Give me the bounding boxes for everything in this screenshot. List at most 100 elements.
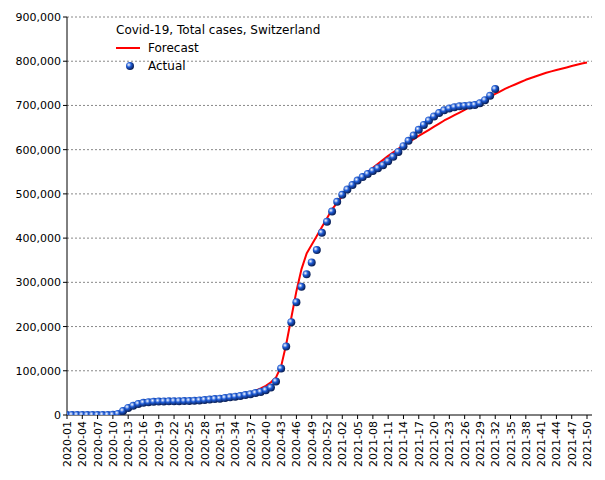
x-tick — [128, 415, 129, 419]
x-tick-label: 2020-28 — [199, 421, 212, 467]
x-tick — [281, 415, 282, 419]
legend-marker — [126, 62, 134, 70]
x-tick-label: 2020-49 — [306, 421, 319, 467]
actual-point — [282, 342, 290, 350]
grid-line — [67, 193, 592, 194]
x-tick-label: 2021-17 — [413, 421, 426, 467]
x-tick — [67, 415, 68, 419]
y-tick — [63, 415, 67, 416]
x-tick — [464, 415, 465, 419]
actual-point — [277, 365, 285, 373]
x-tick — [189, 415, 190, 419]
grid-line — [67, 326, 592, 327]
y-axis — [67, 17, 68, 415]
x-tick-label: 2020-22 — [168, 421, 181, 467]
x-tick — [97, 415, 98, 419]
y-tick — [63, 61, 67, 62]
legend: Covid-19, Total cases, SwitzerlandForeca… — [116, 23, 320, 73]
x-tick — [541, 415, 542, 419]
x-tick-label: 2021-50 — [581, 421, 594, 467]
x-tick-label: 2020-13 — [122, 421, 135, 467]
x-tick-label: 2020-25 — [183, 421, 196, 467]
y-tick-label: 0 — [54, 409, 61, 422]
grid-line — [67, 17, 592, 18]
x-tick — [82, 415, 83, 419]
actual-point — [318, 229, 326, 237]
x-tick — [265, 415, 266, 419]
x-tick — [158, 415, 159, 419]
x-tick-label: 2021-29 — [474, 421, 487, 467]
y-tick — [63, 149, 67, 150]
x-tick-label: 2020-16 — [137, 421, 150, 467]
x-axis — [67, 415, 592, 416]
actual-point — [292, 298, 300, 306]
x-tick — [587, 415, 588, 419]
x-tick-label: 2021-11 — [382, 421, 395, 467]
actual-point — [491, 85, 499, 93]
x-tick — [235, 415, 236, 419]
x-tick-label: 2021-20 — [428, 421, 441, 467]
x-tick-label: 2021-23 — [443, 421, 456, 467]
x-tick-label: 2021-44 — [550, 421, 563, 467]
x-tick-label: 2021-41 — [535, 421, 548, 467]
actual-point — [486, 92, 494, 100]
x-tick — [403, 415, 404, 419]
x-tick-label: 2020-04 — [76, 421, 89, 467]
y-tick-label: 100,000 — [16, 365, 62, 378]
x-tick — [571, 415, 572, 419]
actual-point — [272, 377, 280, 385]
y-tick-label: 500,000 — [16, 188, 62, 201]
plot-area — [67, 63, 587, 415]
y-tick-label: 400,000 — [16, 232, 62, 245]
y-tick — [63, 238, 67, 239]
actual-point — [333, 198, 341, 206]
legend-label: Actual — [148, 59, 186, 73]
actual-point — [313, 246, 321, 254]
x-tick-label: 2020-40 — [260, 421, 273, 467]
x-tick — [204, 415, 205, 419]
grid-line — [67, 282, 592, 283]
x-tick-label: 2021-26 — [459, 421, 472, 467]
x-tick — [143, 415, 144, 419]
x-tick-label: 2021-08 — [367, 421, 380, 467]
y-tick — [63, 282, 67, 283]
x-tick — [311, 415, 312, 419]
actual-point — [267, 384, 275, 392]
grid-line — [67, 370, 592, 371]
grid-line — [67, 105, 592, 106]
x-tick — [296, 415, 297, 419]
x-tick-label: 2020-34 — [229, 421, 242, 467]
x-tick — [219, 415, 220, 419]
x-tick-label: 2021-02 — [336, 421, 349, 467]
actual-point — [328, 208, 336, 216]
legend-line — [116, 47, 140, 49]
x-tick-label: 2020-10 — [107, 421, 120, 467]
x-tick-label: 2021-47 — [566, 421, 579, 467]
y-tick — [63, 17, 67, 18]
y-tick-label: 300,000 — [16, 276, 62, 289]
actual-point — [308, 258, 316, 266]
x-tick-label: 2020-43 — [275, 421, 288, 467]
x-tick — [372, 415, 373, 419]
x-tick-label: 2020-46 — [290, 421, 303, 467]
x-tick — [418, 415, 419, 419]
x-tick-label: 2021-35 — [505, 421, 518, 467]
actual-point — [287, 318, 295, 326]
grid-line — [67, 149, 592, 150]
x-tick — [357, 415, 358, 419]
actual-point — [323, 218, 331, 226]
grid-line — [67, 61, 592, 62]
x-tick — [525, 415, 526, 419]
legend-label: Forecast — [148, 41, 199, 55]
grid-line — [67, 238, 592, 239]
actual-point — [303, 270, 311, 278]
x-tick-label: 2020-37 — [245, 421, 258, 467]
y-tick — [63, 193, 67, 194]
x-tick — [510, 415, 511, 419]
x-tick — [112, 415, 113, 419]
x-tick-label: 2020-31 — [214, 421, 227, 467]
x-tick-label: 2021-14 — [397, 421, 410, 467]
y-tick — [63, 326, 67, 327]
x-tick-label: 2020-19 — [153, 421, 166, 467]
forecast-line — [67, 63, 587, 415]
